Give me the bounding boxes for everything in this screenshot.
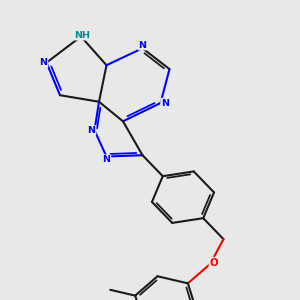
Text: N: N	[103, 155, 110, 164]
Text: O: O	[209, 258, 218, 268]
Text: N: N	[161, 98, 169, 107]
Text: N: N	[88, 126, 95, 135]
Text: N: N	[139, 40, 146, 50]
Text: N: N	[40, 58, 47, 67]
Text: NH: NH	[74, 31, 91, 40]
